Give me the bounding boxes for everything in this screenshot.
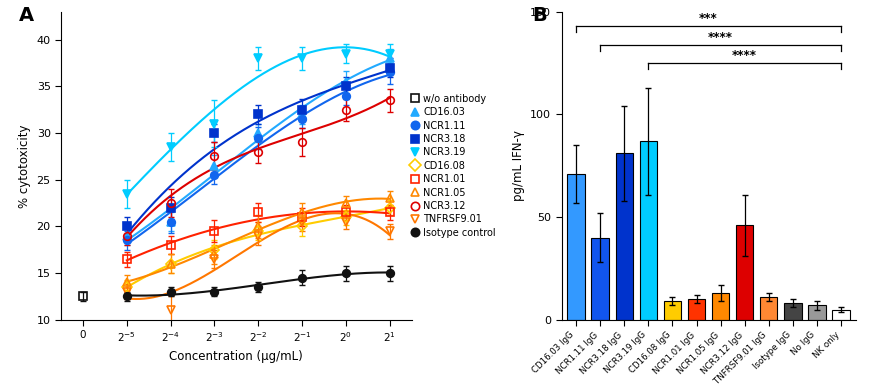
Bar xyxy=(640,141,657,320)
Bar xyxy=(760,297,778,320)
Text: ****: **** xyxy=(708,30,733,44)
Text: ****: **** xyxy=(732,49,757,62)
Text: B: B xyxy=(533,5,547,25)
Bar xyxy=(736,225,753,320)
Bar xyxy=(688,299,705,320)
Bar xyxy=(615,153,633,320)
Y-axis label: % cytotoxicity: % cytotoxicity xyxy=(18,124,31,207)
Bar xyxy=(784,303,801,320)
Bar xyxy=(663,301,681,320)
X-axis label: Concentration (μg/mL): Concentration (μg/mL) xyxy=(169,349,303,363)
Bar xyxy=(712,293,729,320)
Bar xyxy=(567,174,585,320)
Legend: w/o antibody, CD16.03, NCR1.11, NCR3.18, NCR3.19, CD16.08, NCR1.01, NCR1.05, NCR: w/o antibody, CD16.03, NCR1.11, NCR3.18,… xyxy=(406,90,499,242)
Y-axis label: pg/mL IFN-γ: pg/mL IFN-γ xyxy=(512,130,525,201)
Text: A: A xyxy=(19,5,34,25)
Text: ***: *** xyxy=(699,12,718,25)
Bar xyxy=(808,305,826,320)
Bar xyxy=(833,310,849,320)
Bar xyxy=(592,238,608,320)
